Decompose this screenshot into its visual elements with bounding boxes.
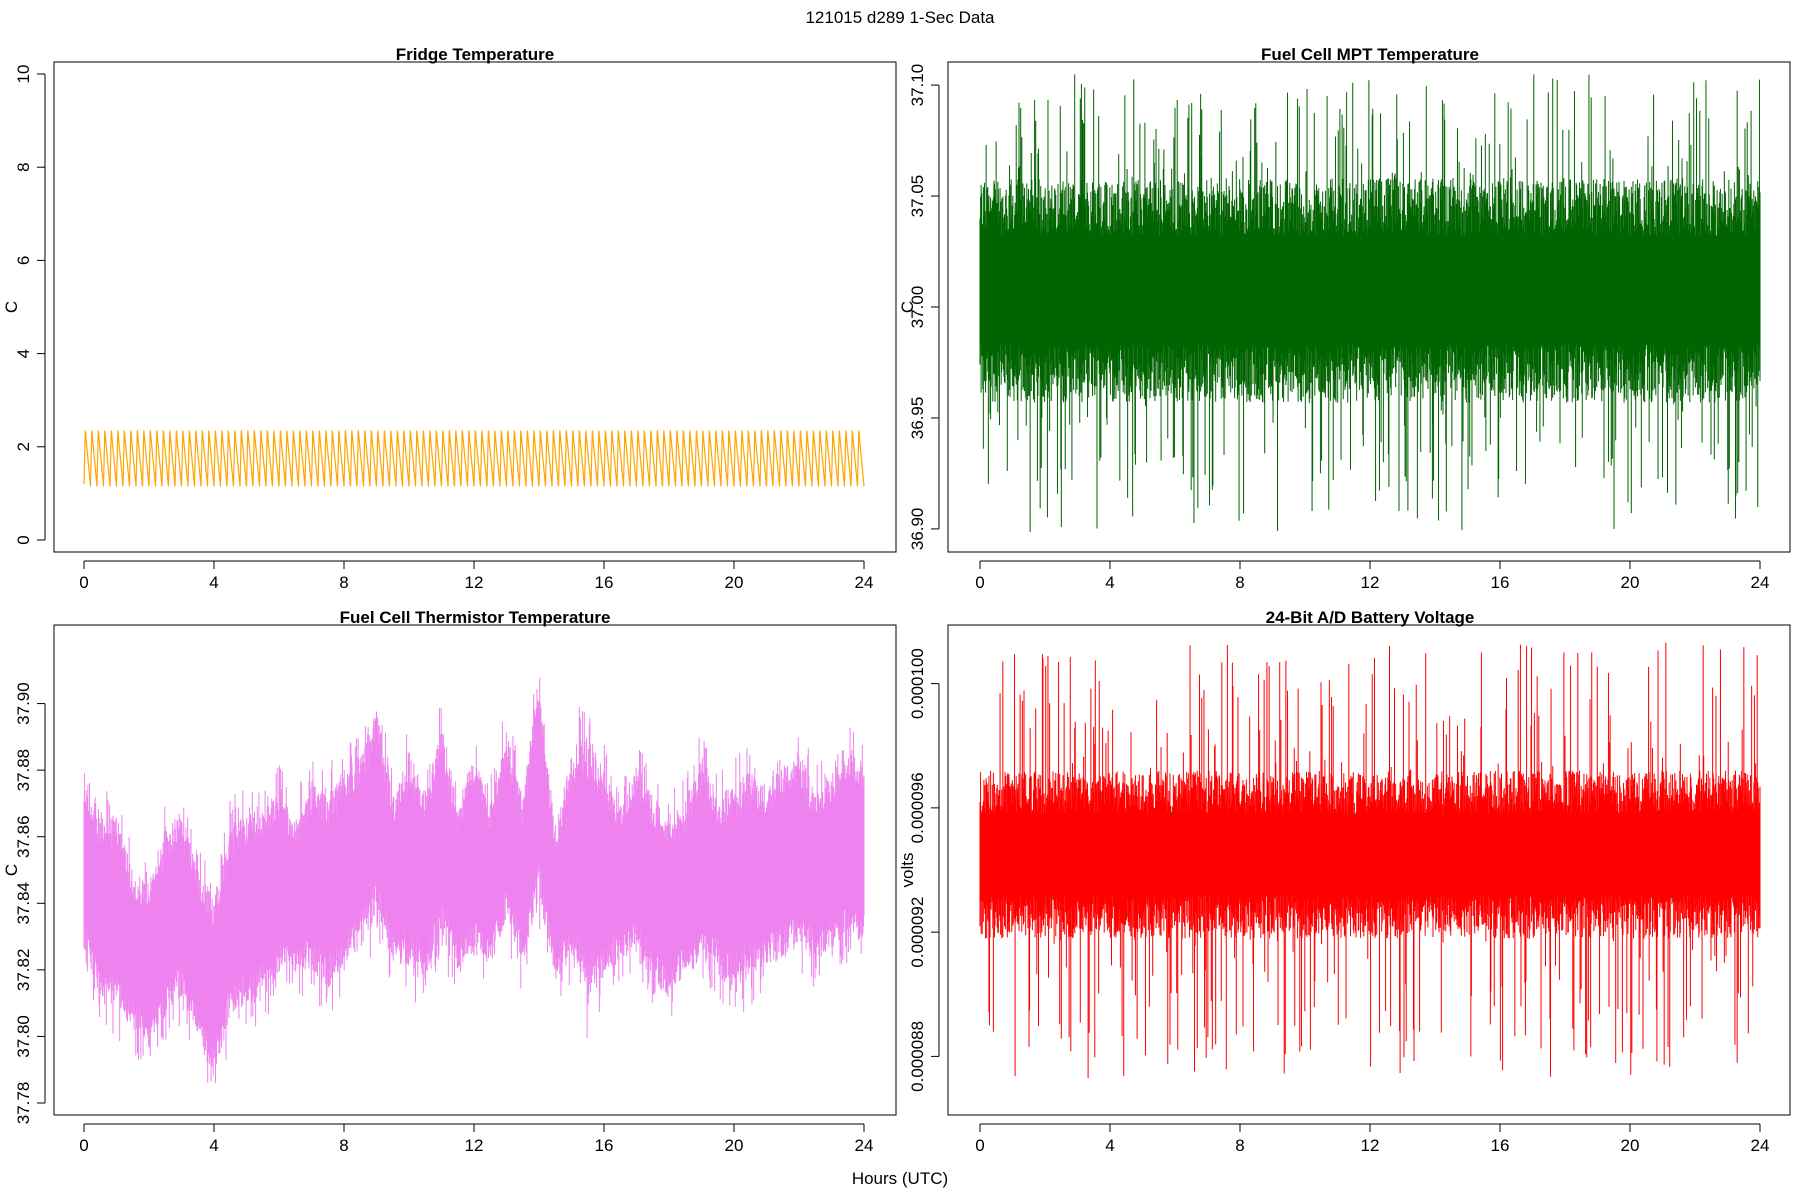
data-series — [83, 677, 865, 1084]
y-tick-label: 36.95 — [908, 397, 927, 440]
panel-battery-voltage: 24-Bit A/D Battery Voltage volts 0 4 8 12 16… — [898, 608, 1791, 1155]
x-tick-label: 12 — [465, 1136, 484, 1155]
x-axis: 0 4 8 12 16 20 24 — [79, 560, 874, 592]
x-tick-label: 8 — [1235, 1136, 1244, 1155]
x-tick-label: 24 — [855, 1136, 874, 1155]
y-tick-label: 0.000088 — [908, 1021, 927, 1092]
y-axis-label: C — [898, 301, 917, 313]
panel-fuel-cell-thermistor-temperature: Fuel Cell Thermistor Temperature C 0 4 8 12… — [2, 608, 897, 1155]
plot-frame — [53, 624, 897, 1116]
x-tick-label: 16 — [595, 573, 614, 592]
y-tick-label: 6 — [14, 256, 33, 265]
y-axis-label: C — [2, 301, 21, 313]
plot-frame — [947, 624, 1791, 1116]
y-axis: 37.78 37.80 37.82 37.84 37.86 37.88 37.90 — [14, 682, 46, 1125]
data-series — [979, 642, 1761, 1078]
x-tick-label: 4 — [1105, 573, 1114, 592]
series-line — [979, 74, 1761, 532]
y-axis: 0 2 4 6 8 10 — [14, 65, 46, 545]
y-tick-label: 37.90 — [14, 682, 33, 725]
x-tick-label: 16 — [1491, 573, 1510, 592]
y-tick-label: 4 — [14, 349, 33, 358]
x-axis: 0 4 8 12 16 20 24 — [79, 1123, 874, 1155]
x-tick-label: 0 — [79, 1136, 88, 1155]
x-tick-label: 24 — [1751, 1136, 1770, 1155]
x-tick-label: 0 — [79, 573, 88, 592]
y-tick-label: 37.00 — [908, 286, 927, 329]
figure-title: 121015 d289 1-Sec Data — [805, 8, 995, 27]
x-axis: 0 4 8 12 16 20 24 — [975, 560, 1770, 592]
series-line — [979, 642, 1761, 1078]
y-axis-label: volts — [898, 853, 917, 888]
y-tick-label: 36.90 — [908, 508, 927, 551]
y-tick-label: 37.05 — [908, 175, 927, 218]
x-tick-label: 16 — [595, 1136, 614, 1155]
panel-title: Fridge Temperature — [396, 45, 554, 64]
x-tick-label: 16 — [1491, 1136, 1510, 1155]
y-tick-label: 2 — [14, 442, 33, 451]
y-tick-label: 0 — [14, 535, 33, 544]
panel-title: 24-Bit A/D Battery Voltage — [1266, 608, 1475, 627]
panel-fuel-cell-mpt-temperature: Fuel Cell MPT Temperature C 0 4 8 12 16 20 24 … — [898, 45, 1791, 592]
y-tick-label: 37.10 — [908, 64, 927, 107]
y-tick-label: 10 — [14, 65, 33, 84]
y-tick-label: 0.000100 — [908, 648, 927, 719]
series-line — [83, 677, 865, 1084]
x-tick-label: 20 — [1621, 573, 1640, 592]
y-axis: 0.000088 0.000092 0.000096 0.000100 — [908, 648, 940, 1092]
y-axis-label: C — [2, 864, 21, 876]
panel-title: Fuel Cell MPT Temperature — [1261, 45, 1479, 64]
x-axis: 0 4 8 12 16 20 24 — [975, 1123, 1770, 1155]
x-tick-label: 24 — [855, 573, 874, 592]
x-tick-label: 12 — [1361, 1136, 1380, 1155]
y-tick-label: 37.84 — [14, 882, 33, 925]
data-series — [83, 430, 865, 487]
y-tick-label: 37.80 — [14, 1015, 33, 1058]
x-tick-label: 8 — [1235, 573, 1244, 592]
x-tick-label: 20 — [725, 1136, 744, 1155]
y-tick-label: 37.78 — [14, 1082, 33, 1125]
y-tick-label: 0.000092 — [908, 897, 927, 968]
plot-frame — [53, 61, 897, 553]
x-tick-label: 24 — [1751, 573, 1770, 592]
plot-frame — [947, 61, 1791, 553]
x-axis-label: Hours (UTC) — [852, 1169, 948, 1188]
x-tick-label: 8 — [339, 1136, 348, 1155]
y-axis: 36.90 36.95 37.00 37.05 37.10 — [908, 64, 940, 551]
y-tick-label: 37.82 — [14, 949, 33, 992]
y-tick-label: 0.000096 — [908, 772, 927, 843]
y-tick-label: 37.88 — [14, 749, 33, 792]
x-tick-label: 4 — [1105, 1136, 1114, 1155]
x-tick-label: 20 — [1621, 1136, 1640, 1155]
x-tick-label: 4 — [209, 1136, 218, 1155]
x-tick-label: 12 — [465, 573, 484, 592]
data-series — [979, 74, 1761, 532]
panel-title: Fuel Cell Thermistor Temperature — [340, 608, 611, 627]
series-line — [83, 430, 865, 487]
y-tick-label: 37.86 — [14, 815, 33, 858]
x-tick-label: 0 — [975, 573, 984, 592]
y-tick-label: 8 — [14, 162, 33, 171]
x-tick-label: 4 — [209, 573, 218, 592]
x-tick-label: 8 — [339, 573, 348, 592]
x-tick-label: 12 — [1361, 573, 1380, 592]
x-tick-label: 20 — [725, 573, 744, 592]
x-tick-label: 0 — [975, 1136, 984, 1155]
